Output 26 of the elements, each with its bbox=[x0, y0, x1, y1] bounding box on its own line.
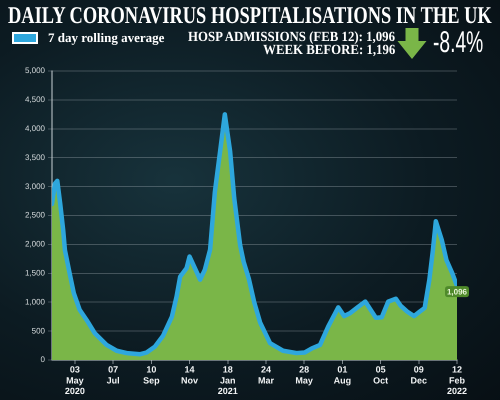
y-tick-label: 2,500 bbox=[24, 210, 46, 220]
y-tick-label: 2,000 bbox=[24, 240, 46, 249]
text: HOSP ADMISSIONS (FEB 12): 1,096 bbox=[188, 30, 395, 45]
x-tick-label: 01 Aug bbox=[334, 364, 352, 386]
x-tick-label: 28 May bbox=[295, 364, 313, 386]
legend-label: 7 day rolling average bbox=[48, 30, 164, 46]
x-tick-label: 07 Jul bbox=[106, 364, 120, 386]
y-tick-label: 4,500 bbox=[24, 95, 46, 104]
y-tick-label: 4,000 bbox=[24, 124, 46, 134]
text: WEEK BEFORE: 1,196 bbox=[262, 42, 395, 58]
x-tick-label: 18 Jan 2021 bbox=[218, 364, 238, 396]
y-tick-label: 0 bbox=[40, 355, 46, 364]
y-tick-label: 3,500 bbox=[24, 152, 46, 162]
x-tick-label: 10 Sep bbox=[143, 364, 160, 386]
x-tick-label: 09 Dec bbox=[410, 364, 428, 386]
x-tick-label: 24 Mar bbox=[258, 364, 274, 386]
y-tick-label: 1,000 bbox=[24, 297, 46, 306]
data-label: 1,096 bbox=[446, 287, 468, 296]
x-tick-label: 14 Nov bbox=[181, 364, 198, 386]
y-tick-label: 1,500 bbox=[24, 268, 46, 278]
y-tick-label: 500 bbox=[32, 326, 46, 336]
x-tick-label: 05 Oct bbox=[373, 364, 388, 386]
y-tick-label: 3,000 bbox=[24, 182, 46, 191]
y-tick-label: 5,000 bbox=[24, 66, 46, 76]
x-tick-label: 03 May 2020 bbox=[64, 364, 85, 396]
x-tick-label: 12 Feb 2022 bbox=[446, 364, 468, 396]
